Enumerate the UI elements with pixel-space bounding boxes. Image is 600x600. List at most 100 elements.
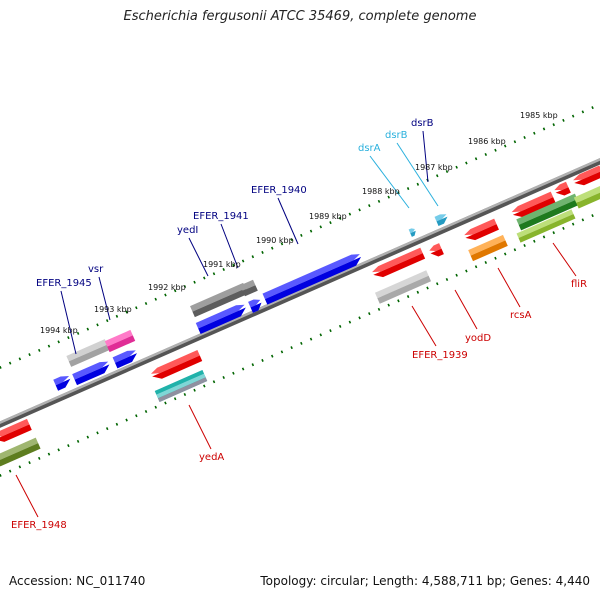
gene-efer1945-block <box>112 350 137 369</box>
gene-flir2-block <box>554 181 571 196</box>
gene-efer1939-block-face-top <box>372 247 423 273</box>
gene-teal-block-stripe <box>156 373 206 399</box>
gene-grey-block-face-top <box>190 282 246 312</box>
gene-dsrb-rna-block-face-top <box>434 214 447 222</box>
gene-label: EFER_1940 <box>251 185 307 196</box>
ruler-tick-label: 1992 kbp <box>148 283 186 292</box>
lower-ruler-line <box>0 210 600 478</box>
topology-text: Topology: circular; Length: 4,588,711 bp… <box>260 574 590 588</box>
gene-efer1941-block <box>195 304 246 334</box>
gene-efer1940-block-face-side <box>264 256 362 305</box>
label-leader-line <box>60 290 77 355</box>
gene-small-red-block-face-top <box>429 243 442 251</box>
gene-flir3-block-face-side <box>574 170 600 186</box>
gene-yeda-block-face-top <box>150 350 200 374</box>
ruler-tick-label: 1990 kbp <box>256 236 294 245</box>
gene-label: dsrB <box>411 118 434 129</box>
gene-efer1940-block <box>262 254 362 305</box>
gene-lime2-block-face-side <box>518 213 576 243</box>
ruler-tick-label: 1994 kbp <box>40 326 78 335</box>
gene-grey-block-face-side <box>192 288 248 318</box>
ruler-tick-label: 1989 kbp <box>309 212 347 221</box>
gene-olive-block <box>0 437 41 467</box>
label-leader-line <box>15 474 39 518</box>
gene-efer1940-block-face-top <box>262 254 360 300</box>
label-leader-line <box>98 276 111 321</box>
gene-dsrb-rna-block-face-side <box>436 216 448 226</box>
gene-grey-block <box>190 282 248 318</box>
gene-lime-block-face-top <box>573 185 600 204</box>
gene-efer1941-block-face-top <box>195 304 245 329</box>
gene-grey-small-block-face-side <box>242 285 258 297</box>
gene-efer1948-block <box>0 418 32 442</box>
gene-dsra-rna-block <box>408 228 416 237</box>
gene-efer1945-block-face-side <box>115 353 137 369</box>
gene-small-blue-block-face-side <box>55 378 71 391</box>
gene-lightgrey-block-face-top <box>66 339 108 362</box>
gene-label: yedA <box>199 452 224 463</box>
gene-grey-small-block <box>240 279 258 297</box>
gene-label: rcsA <box>510 310 532 321</box>
feature-blocks <box>0 165 600 467</box>
upper-ruler-line <box>0 102 600 370</box>
gene-pink-block-face-top <box>104 329 133 347</box>
gene-green-block <box>516 193 580 231</box>
label-leader-line <box>552 242 577 277</box>
gene-rcsa-block <box>468 234 508 262</box>
label-leader-line <box>422 130 429 183</box>
gene-pink-block <box>104 329 136 353</box>
feature-labels: 1985 kbp 1986 kbp 1987 kbp 1988 kbp 1989 kbp… <box>11 111 587 531</box>
gene-lime-block-face-side <box>576 190 600 209</box>
gene-flir-block <box>511 191 556 218</box>
gene-flir-block-face-top <box>511 191 554 213</box>
gene-yedi-block-face-side <box>250 302 262 313</box>
gene-small-blue-block <box>53 376 71 391</box>
backbone-track-shadow <box>0 158 600 428</box>
gene-small-red-block <box>429 243 444 257</box>
gene-lightgrey-block <box>66 339 110 367</box>
ruler-tick-label: 1991 kbp <box>203 260 241 269</box>
gene-dsra-rna-block-face-top <box>408 228 415 234</box>
gene-silver-block-face-top <box>374 270 429 299</box>
gene-green-block-face-side <box>518 199 580 231</box>
gene-small-red-block-face-side <box>430 248 444 257</box>
label-leader-line <box>369 155 410 209</box>
label-leader-line <box>220 223 239 269</box>
ruler-tick-label: 1986 kbp <box>468 137 506 146</box>
gene-silver-block <box>374 270 432 304</box>
map-title: Escherichia fergusonii ATCC 35469, compl… <box>123 9 477 24</box>
gene-label: EFER_1948 <box>11 520 67 531</box>
gene-efer1939-block <box>372 247 426 278</box>
gene-dsra-rna-block-face-side <box>410 230 416 237</box>
gene-flir2-block-face-top <box>554 181 569 191</box>
label-leader-line <box>188 237 209 277</box>
ruler-tick-label: 1988 kbp <box>362 187 400 196</box>
label-leader-line <box>454 289 478 330</box>
gene-vsr-block-face-side <box>74 364 110 386</box>
gene-teal-block <box>154 370 208 402</box>
label-leader-line <box>396 142 439 207</box>
gene-vsr-block-face-top <box>72 361 109 380</box>
gene-lightgrey-block-face-side <box>68 344 110 367</box>
gene-label: yodD <box>465 333 491 344</box>
gene-yeda-block-face-side <box>152 355 203 379</box>
gene-lime2-block-face-top <box>516 209 574 239</box>
gene-flir-block-face-side <box>512 197 556 218</box>
label-leaders <box>15 130 577 518</box>
gene-efer1945-block-face-top <box>112 350 136 363</box>
gene-small-blue-block-face-top <box>53 376 70 386</box>
gene-silver-block-face-side <box>377 275 432 304</box>
gene-pink-block-face-side <box>107 335 136 353</box>
gene-green-block-face-top <box>516 193 578 225</box>
gene-label: vsr <box>88 264 104 275</box>
gene-yodd-block-face-side <box>465 224 499 241</box>
gene-yeda-block <box>150 350 203 379</box>
gene-label: dsrA <box>358 143 381 154</box>
gene-label: fliR <box>571 279 587 290</box>
gene-flir3-block-face-top <box>573 165 600 181</box>
gene-label: EFER_1945 <box>36 278 92 289</box>
gene-rcsa-block-face-side <box>470 240 508 262</box>
gene-yodd-block <box>464 218 499 241</box>
gene-lime-block <box>573 185 600 209</box>
